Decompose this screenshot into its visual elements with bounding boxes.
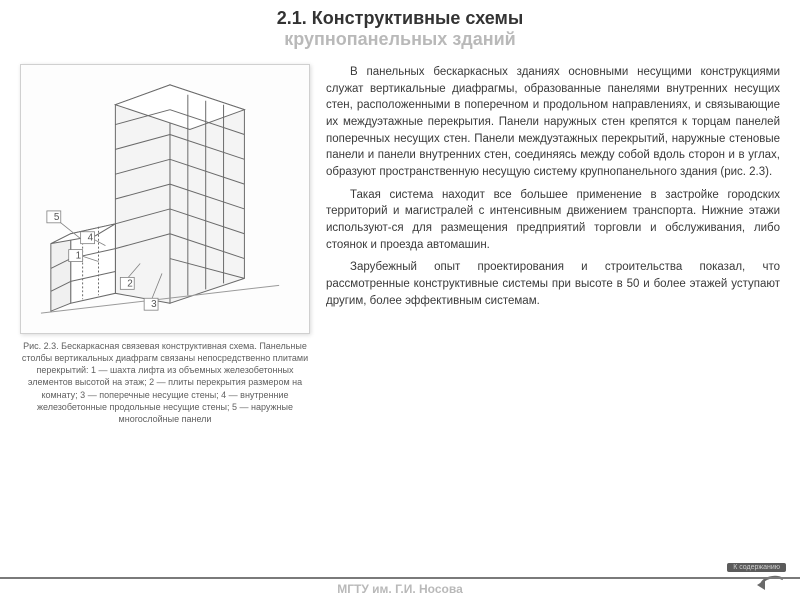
building-diagram: 5 1 4 2 3 [20,64,310,334]
callout-3: 3 [151,299,157,310]
content-area: 5 1 4 2 3 Рис. 2.3. Бескаркасная связева… [0,56,800,425]
figure-caption: Рис. 2.3. Бескаркасная связевая конструк… [20,340,310,425]
section-title: 2.1. Конструктивные схемы крупнопанельны… [0,0,800,56]
callout-4: 4 [88,233,94,244]
callout-1: 1 [76,251,82,262]
paragraph-3: Зарубежный опыт проектирования и строите… [326,259,780,309]
toc-badge[interactable]: К содержанию [727,563,786,572]
figure-column: 5 1 4 2 3 Рис. 2.3. Бескаркасная связева… [20,64,310,425]
callout-5: 5 [54,212,60,223]
title-line-2: крупнопанельных зданий [20,29,780,50]
footer-org: МГТУ им. Г.И. Носова [0,577,800,596]
paragraph-2: Такая система находит все большее примен… [326,187,780,254]
body-text: В панельных бескаркасных зданиях основны… [326,64,780,425]
callout-2: 2 [127,278,133,289]
title-line-1: 2.1. Конструктивные схемы [20,8,780,29]
paragraph-1: В панельных бескаркасных зданиях основны… [326,64,780,181]
